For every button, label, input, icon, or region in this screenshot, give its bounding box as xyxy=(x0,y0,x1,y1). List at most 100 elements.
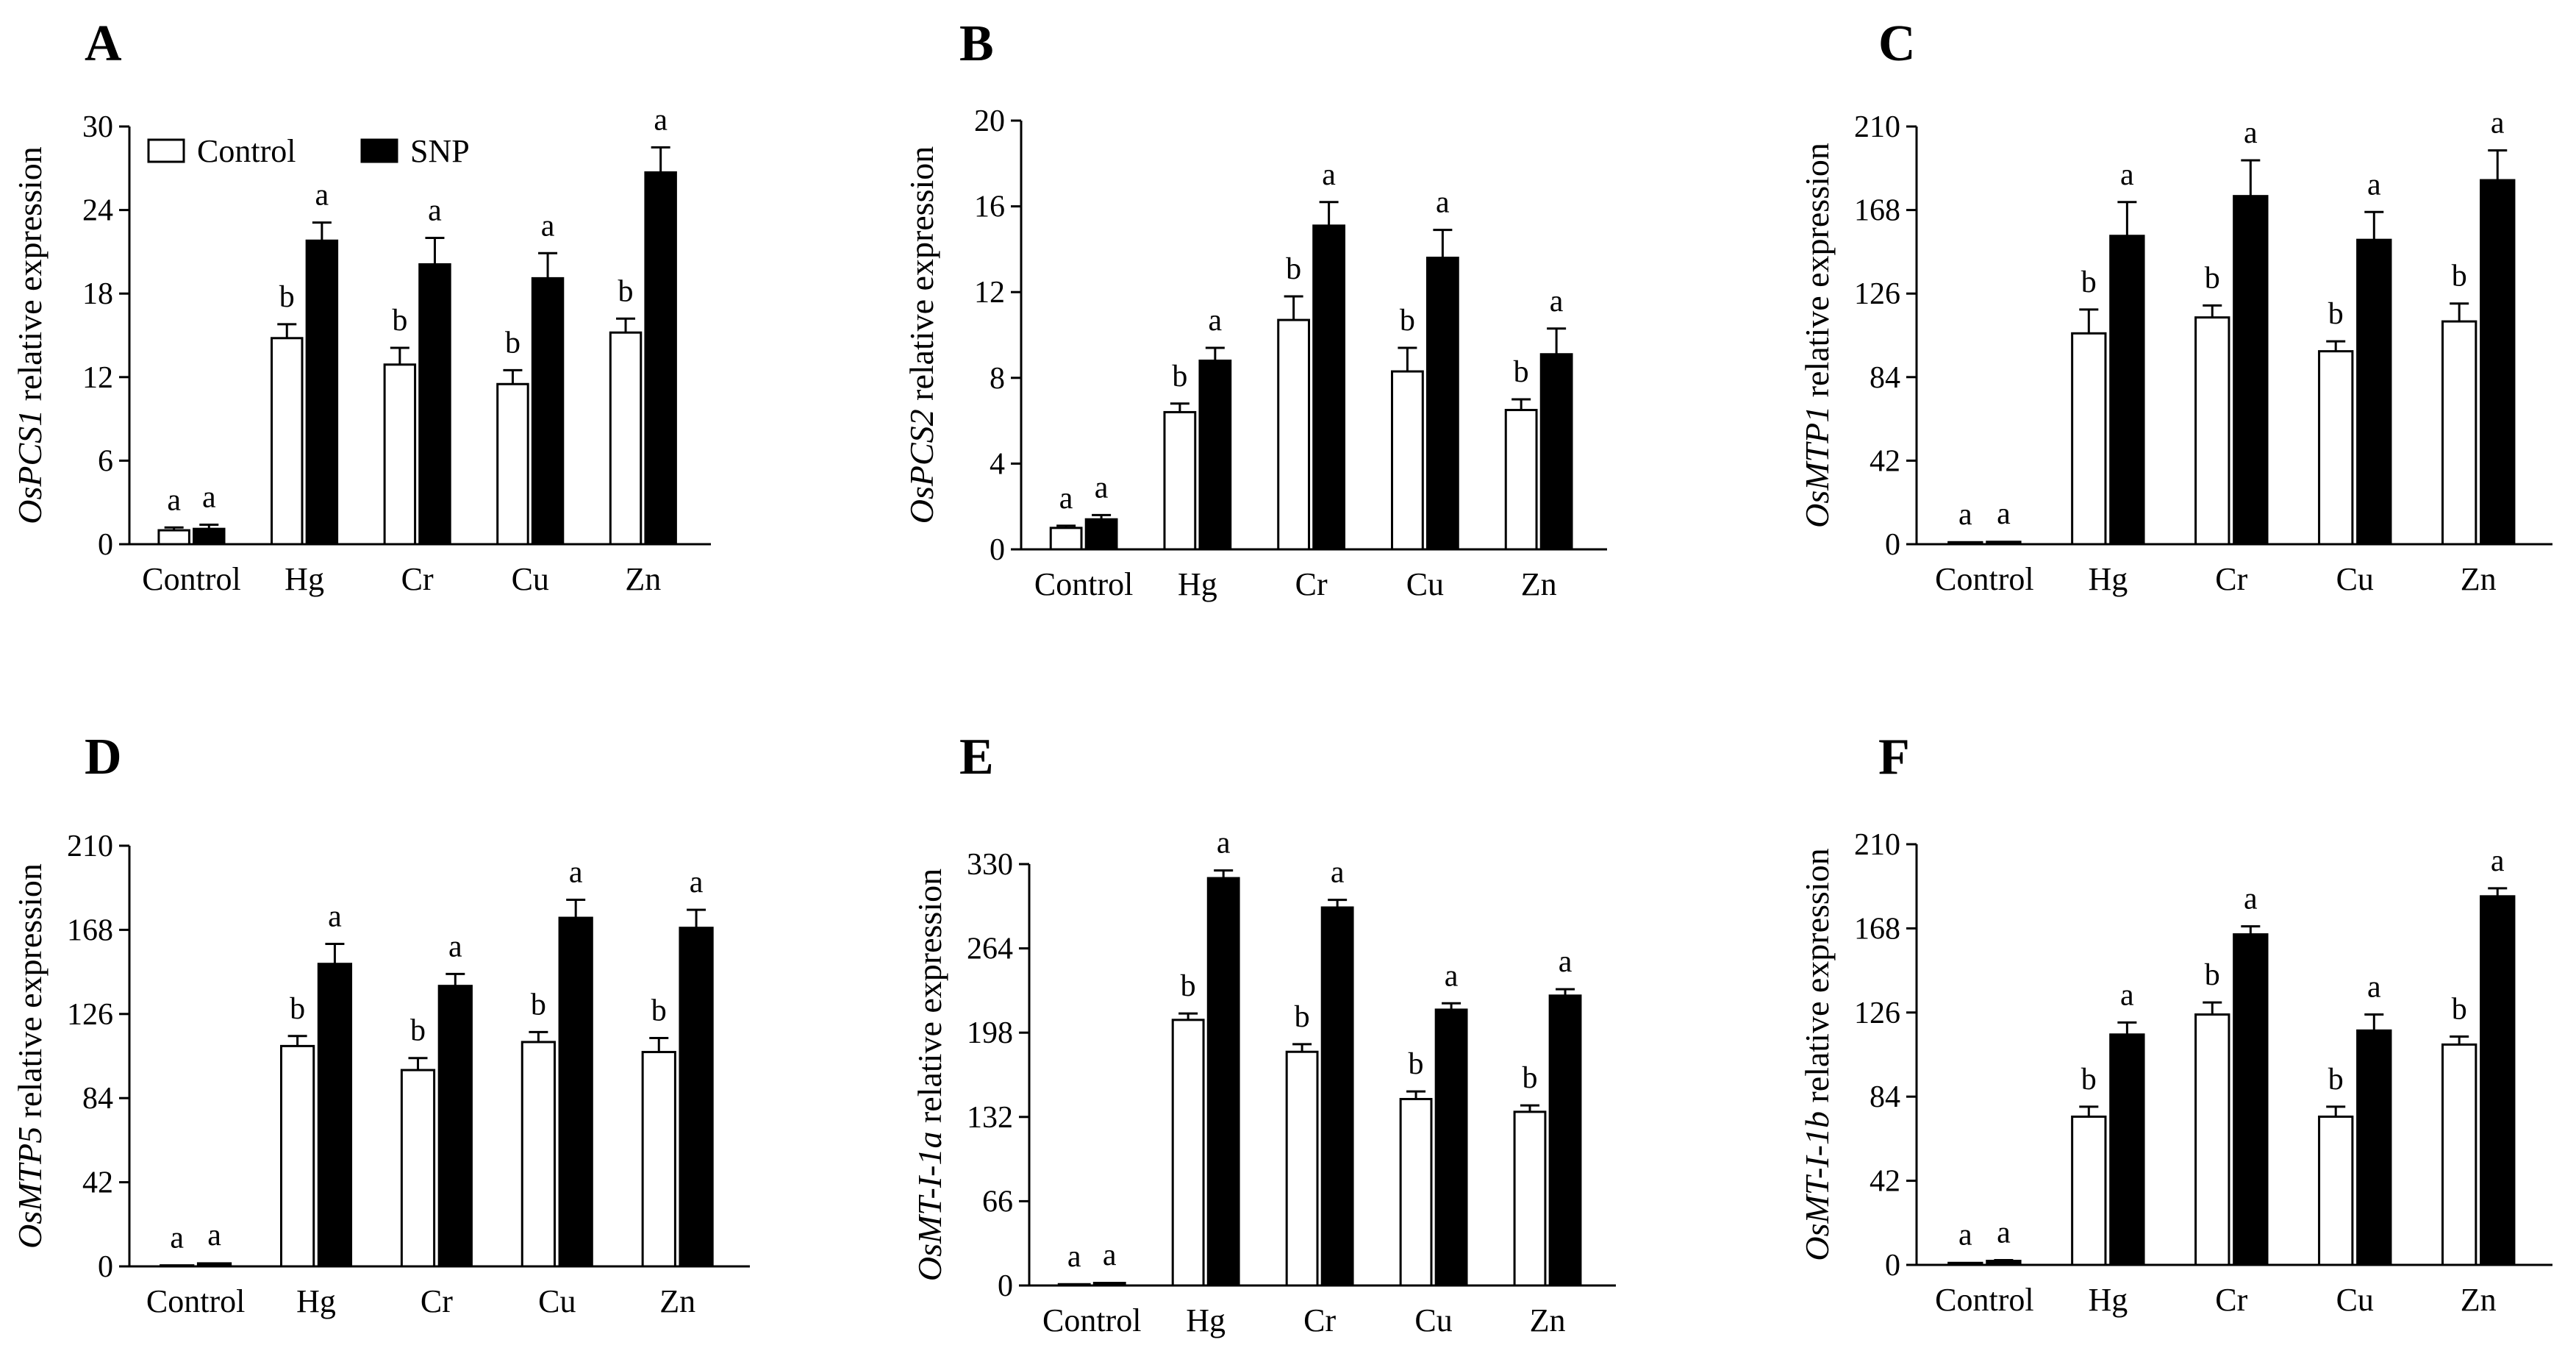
sig-label: b xyxy=(2205,261,2220,295)
y-tick-label: 6 xyxy=(98,444,113,478)
sig-label: a xyxy=(569,856,583,890)
y-tick-label: 210 xyxy=(1854,110,1900,144)
legend-label-snp: SNP xyxy=(410,133,470,169)
sig-label: b xyxy=(1172,360,1187,393)
bar-control-cu xyxy=(2318,350,2354,546)
bar-snp-zn xyxy=(644,171,677,546)
y-tick-label: 30 xyxy=(82,110,113,144)
sig-label: a xyxy=(2120,978,2134,1012)
sig-label: a xyxy=(1059,482,1073,516)
y-tick-label: 126 xyxy=(1854,996,1900,1030)
sig-label: a xyxy=(167,483,181,517)
sig-label: a xyxy=(2367,168,2381,202)
sig-label: a xyxy=(654,103,668,137)
sig-label: a xyxy=(1436,186,1450,220)
bar-snp-zn xyxy=(679,927,714,1268)
bar-control-control xyxy=(1947,541,1983,546)
y-axis-gene: OsMTP1 xyxy=(1798,406,1836,528)
sig-label: b xyxy=(651,994,667,1027)
y-axis-title: OsMTP1 relative expression xyxy=(1798,143,1836,528)
sig-label: b xyxy=(2452,992,2467,1026)
sig-label: b xyxy=(410,1014,426,1048)
bar-snp-control xyxy=(1986,541,2022,546)
x-tick-label: Cr xyxy=(1303,1302,1336,1338)
x-tick-label: Cu xyxy=(1406,566,1444,602)
x-tick-label: Zn xyxy=(2461,561,2497,597)
bar-control-zn xyxy=(641,1051,676,1268)
bar-control-cr xyxy=(383,363,417,546)
bar-snp-zn xyxy=(1548,994,1582,1287)
sig-label: a xyxy=(2367,971,2381,1005)
legend: Control SNP xyxy=(147,133,470,169)
bar-snp-zn xyxy=(1539,353,1573,551)
y-tick-label: 168 xyxy=(67,913,113,947)
x-tick-label: Cu xyxy=(1414,1302,1452,1338)
x-tick-label: Hg xyxy=(285,561,324,597)
bar-control-control xyxy=(1947,1261,1983,1266)
y-axis-title: OsMTP5 relative expression xyxy=(11,863,49,1249)
sig-label: a xyxy=(1997,1216,2011,1249)
sig-label: a xyxy=(1217,827,1231,860)
x-tick-label: Cu xyxy=(2336,561,2374,597)
y-tick-label: 0 xyxy=(98,1250,113,1284)
bar-control-zn xyxy=(1513,1110,1547,1287)
sig-label: b xyxy=(531,988,546,1021)
bar-snp-hg xyxy=(1206,877,1240,1287)
bar-snp-cr xyxy=(1320,906,1354,1287)
y-tick-label: 42 xyxy=(1870,1165,1900,1199)
y-tick-label: 210 xyxy=(1854,828,1900,862)
sig-label: a xyxy=(428,193,442,227)
y-tick-label: 210 xyxy=(67,830,113,863)
x-tick-label: Control xyxy=(1935,561,2033,597)
y-tick-label: 4 xyxy=(990,447,1005,481)
bar-snp-cr xyxy=(2233,195,2269,546)
y-tick-label: 84 xyxy=(1870,361,1900,395)
sig-label: a xyxy=(202,480,216,514)
bar-control-cu xyxy=(2318,1115,2354,1266)
bar-snp-zn xyxy=(2480,179,2516,546)
y-axis-gene: OsMTP5 xyxy=(11,1127,49,1249)
panel-e: E 0 66 132 198 264 330 OsMT-I-1a relative expre… xyxy=(911,729,1616,1338)
bar-snp-cu xyxy=(1434,1008,1468,1287)
bar-snp-cu xyxy=(2356,238,2392,546)
x-tick-label: Cu xyxy=(512,561,549,597)
x-tick-label: Hg xyxy=(2088,1282,2128,1318)
bar-control-control xyxy=(157,529,190,546)
panel-letter-e: E xyxy=(959,729,994,785)
x-tick-label: Hg xyxy=(1178,566,1217,602)
x-tick-label: Cr xyxy=(401,561,434,597)
bar-snp-control xyxy=(193,527,226,546)
sig-label: a xyxy=(1067,1240,1081,1274)
y-axis-suffix: relative expression xyxy=(911,869,948,1132)
sig-label: a xyxy=(2491,844,2505,878)
sig-label: b xyxy=(392,304,407,338)
y-tick-label: 0 xyxy=(98,528,113,562)
sig-label: b xyxy=(1409,1047,1424,1081)
bar-snp-hg xyxy=(2109,1033,2145,1266)
y-tick-label: 168 xyxy=(1854,912,1900,946)
bar-control-cu xyxy=(520,1041,557,1268)
sig-label: a xyxy=(328,899,342,933)
sig-label: b xyxy=(2205,958,2220,992)
bar-control-cr xyxy=(1285,1050,1319,1287)
bar-control-hg xyxy=(271,337,304,546)
sig-label: a xyxy=(2244,882,2258,916)
y-axis-suffix: relative expression xyxy=(11,146,49,410)
panel-letter-c: C xyxy=(1878,15,1916,72)
bar-snp-cu xyxy=(2356,1029,2392,1266)
bar-control-cu xyxy=(1391,370,1424,551)
bar-snp-cu xyxy=(531,277,565,546)
y-tick-label: 126 xyxy=(1854,277,1900,311)
sig-label: b xyxy=(505,326,520,360)
panel-letter-b: B xyxy=(959,15,994,72)
y-axis-suffix: relative expression xyxy=(11,863,49,1127)
bar-snp-cr xyxy=(2233,933,2269,1266)
sig-label: b xyxy=(290,992,305,1026)
x-tick-label: Cr xyxy=(2215,1282,2247,1318)
y-tick-label: 8 xyxy=(990,362,1005,396)
sig-label: a xyxy=(690,866,704,899)
bar-snp-cr xyxy=(418,263,451,546)
sig-label: b xyxy=(2081,265,2097,299)
sig-label: a xyxy=(1958,498,1972,532)
